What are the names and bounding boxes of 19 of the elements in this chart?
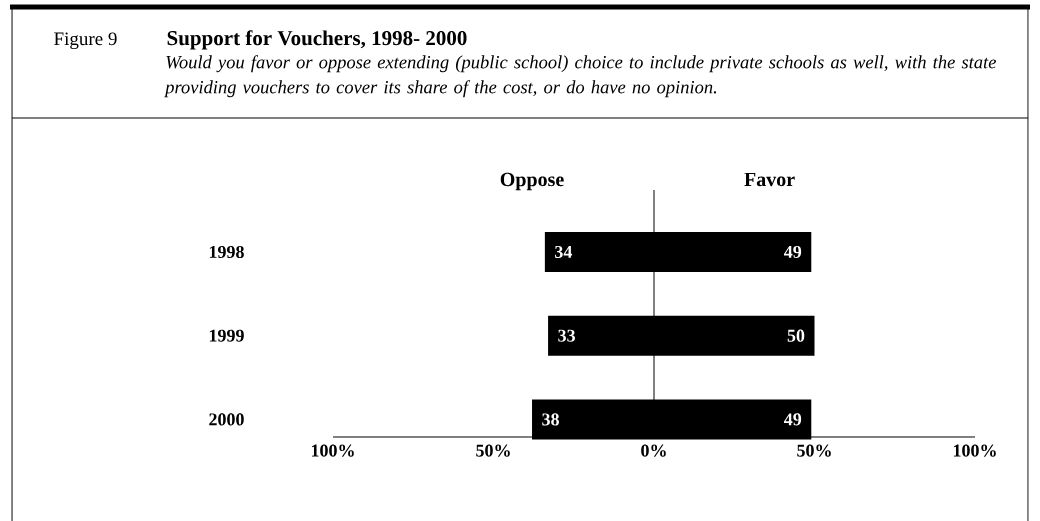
text: Favor bbox=[744, 172, 795, 187]
x-tick-label: 50% bbox=[476, 444, 510, 457]
x-tick-label: 100% bbox=[311, 444, 354, 457]
x-tick-label: 50% bbox=[797, 444, 831, 457]
caption: Figure 9 bbox=[54, 32, 117, 50]
data-label: 49 bbox=[784, 413, 802, 426]
x-tick-label: 0% bbox=[641, 444, 666, 457]
x-tick-label: 100% bbox=[953, 444, 996, 457]
y-tick-label: 2000 bbox=[209, 413, 244, 426]
chart-subtitle: Would you favor or oppose extending (public school) choice to include private schools as well, with the state providing vouchers to cover its share of the cost, or do have no opinion. bbox=[164, 55, 997, 98]
chart-title: Support for Vouchers, 1998- 2000 bbox=[167, 30, 467, 50]
data-label: 49 bbox=[784, 245, 802, 258]
data-label: 33 bbox=[558, 329, 575, 342]
y-tick-label: 1999 bbox=[209, 329, 244, 342]
data-label: 34 bbox=[555, 245, 573, 258]
y-tick-label: 1998 bbox=[209, 245, 244, 259]
data-label: 50 bbox=[787, 329, 805, 342]
text: Oppose bbox=[500, 172, 564, 191]
data-label: 38 bbox=[542, 413, 559, 426]
